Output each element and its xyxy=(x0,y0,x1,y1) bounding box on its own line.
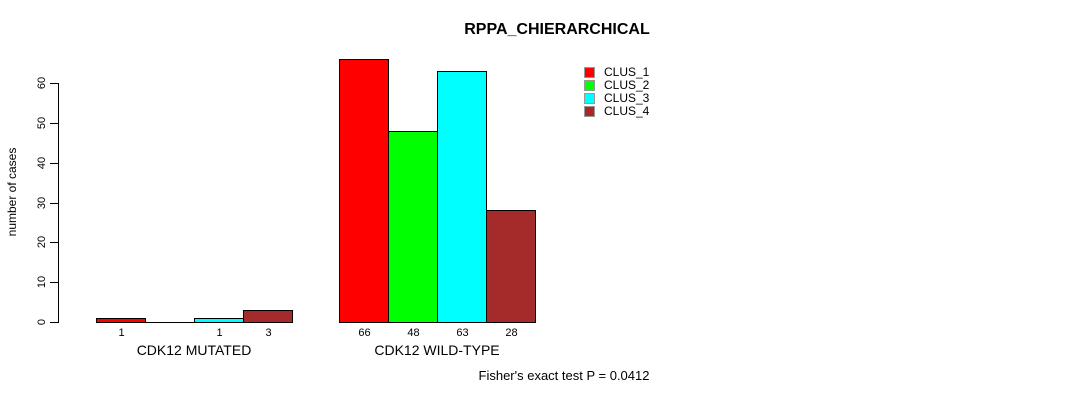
bar-value-label: 3 xyxy=(265,327,272,339)
y-tick-label: 40 xyxy=(36,156,48,170)
legend-item: CLUS_4 xyxy=(584,105,649,118)
legend-label: CLUS_2 xyxy=(604,78,650,92)
y-tick-mark xyxy=(50,163,58,164)
fisher-test-annotation: Fisher's exact test P = 0.0412 xyxy=(478,368,650,383)
legend-swatch-icon xyxy=(584,93,595,104)
legend-item: CLUS_2 xyxy=(584,79,649,92)
y-tick-label: 50 xyxy=(36,116,48,130)
y-axis-line xyxy=(58,83,59,323)
bar-clus_3-group2 xyxy=(437,71,487,323)
bar-value-label: 1 xyxy=(118,327,125,339)
y-tick-mark xyxy=(50,123,58,124)
y-axis-label: number of cases xyxy=(5,147,19,237)
bar-value-label: 63 xyxy=(456,327,469,339)
bar-value-label: 66 xyxy=(358,327,371,339)
y-tick-mark xyxy=(50,322,58,323)
y-tick-label: 0 xyxy=(36,318,48,326)
x-group-label: CDK12 WILD-TYPE xyxy=(374,342,500,358)
y-tick-mark xyxy=(50,83,58,84)
y-tick-mark xyxy=(50,203,58,204)
legend-label: CLUS_4 xyxy=(604,104,650,118)
bar-clus_2-group2 xyxy=(388,131,438,323)
y-tick-label: 30 xyxy=(36,196,48,210)
y-tick-label: 10 xyxy=(36,275,48,289)
bar-clus_4-group1 xyxy=(243,310,293,323)
legend-label: CLUS_3 xyxy=(604,91,650,105)
legend-swatch-icon xyxy=(584,67,595,78)
y-tick-label: 60 xyxy=(36,76,48,90)
legend-swatch-icon xyxy=(584,80,595,91)
bar-clus_4-group2 xyxy=(486,210,536,323)
bar-clus_1-group1 xyxy=(96,318,146,323)
bar-clus_3-group1 xyxy=(194,318,244,323)
bar-value-label: 1 xyxy=(216,327,223,339)
bar-clus_1-group2 xyxy=(339,59,389,323)
y-tick-mark xyxy=(50,282,58,283)
y-tick-label: 20 xyxy=(36,235,48,249)
legend: CLUS_1 CLUS_2 CLUS_3 CLUS_4 xyxy=(584,66,704,126)
legend-item: CLUS_3 xyxy=(584,92,649,105)
legend-swatch-icon xyxy=(584,106,595,117)
x-group-label: CDK12 MUTATED xyxy=(136,342,252,358)
y-tick-mark xyxy=(50,242,58,243)
chart-title: RPPA_CHIERARCHICAL xyxy=(464,21,650,38)
legend-item: CLUS_1 xyxy=(584,66,649,79)
legend-label: CLUS_1 xyxy=(604,65,650,79)
bar-value-label: 48 xyxy=(407,327,420,339)
bar-value-label: 28 xyxy=(505,327,518,339)
